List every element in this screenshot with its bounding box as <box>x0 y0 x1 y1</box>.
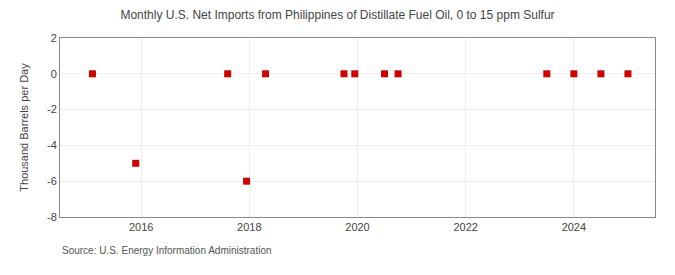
svg-text:Thousand Barrels per Day: Thousand Barrels per Day <box>18 63 30 192</box>
svg-text:2016: 2016 <box>129 221 153 233</box>
svg-text:2018: 2018 <box>237 221 261 233</box>
svg-text:-8: -8 <box>47 211 57 223</box>
svg-text:Monthly U.S. Net Imports from: Monthly U.S. Net Imports from Philippine… <box>120 8 554 22</box>
svg-text:-2: -2 <box>47 103 57 115</box>
svg-text:-4: -4 <box>47 139 57 151</box>
svg-text:2020: 2020 <box>345 221 369 233</box>
svg-text:2022: 2022 <box>453 221 477 233</box>
svg-text:2: 2 <box>51 32 57 44</box>
svg-text:Source: U.S. Energy Informatio: Source: U.S. Energy Information Administ… <box>62 245 272 256</box>
svg-text:0: 0 <box>51 68 57 80</box>
svg-text:-6: -6 <box>47 175 57 187</box>
svg-text:2024: 2024 <box>562 221 586 233</box>
